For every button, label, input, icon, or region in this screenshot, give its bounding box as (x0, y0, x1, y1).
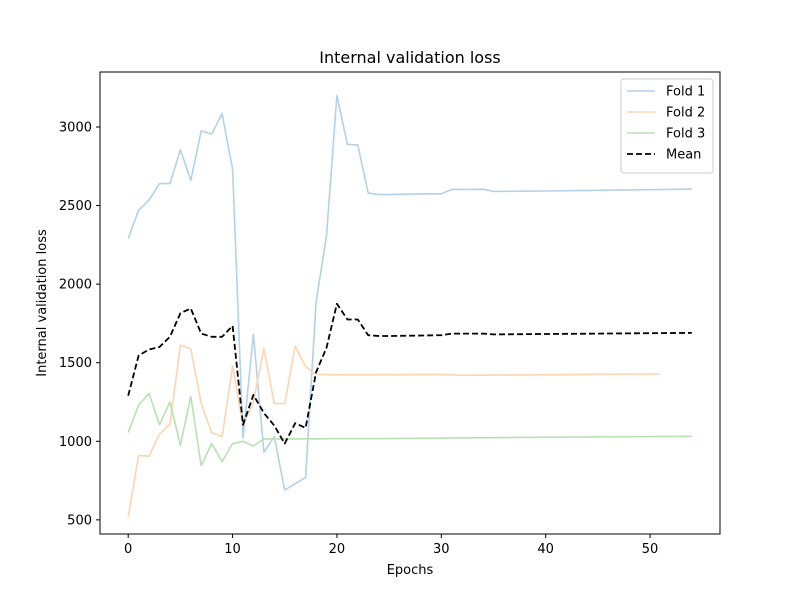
legend-label: Fold 1 (666, 85, 705, 100)
plot-area-frame (99, 71, 721, 535)
series-layer (127, 94, 692, 517)
y-tick-label: 500 (67, 513, 92, 528)
x-tick-label: 10 (224, 542, 241, 557)
y-tick-label: 1500 (59, 356, 92, 371)
x-tick-label: 20 (329, 542, 346, 557)
y-axis-label: Internal validation loss (35, 229, 50, 377)
series-line-fold-1 (127, 94, 692, 491)
x-tick-label: 30 (433, 542, 450, 557)
x-tick-label: 0 (124, 542, 132, 557)
x-axis: 0 10 20 30 40 50 (124, 534, 658, 557)
y-tick-label: 2000 (59, 278, 92, 293)
series-line-mean (127, 302, 692, 445)
series-line-fold-2 (127, 344, 661, 517)
legend: Fold 1 Fold 2 Fold 3 Mean (620, 78, 714, 174)
x-tick-label: 40 (537, 542, 554, 557)
x-tick-label: 50 (642, 542, 659, 557)
y-axis: 500 1000 1500 2000 2500 3000 (59, 121, 100, 528)
y-tick-label: 3000 (59, 121, 92, 136)
series-line-fold-3 (127, 392, 692, 467)
legend-label: Fold 3 (666, 127, 705, 142)
chart-title: Internal validation loss (319, 48, 501, 67)
legend-label: Mean (666, 148, 701, 163)
x-axis-label: Epochs (387, 563, 434, 578)
legend-box (620, 78, 714, 174)
y-tick-label: 2500 (59, 199, 92, 214)
y-tick-label: 1000 (59, 435, 92, 450)
legend-label: Fold 2 (666, 106, 705, 121)
